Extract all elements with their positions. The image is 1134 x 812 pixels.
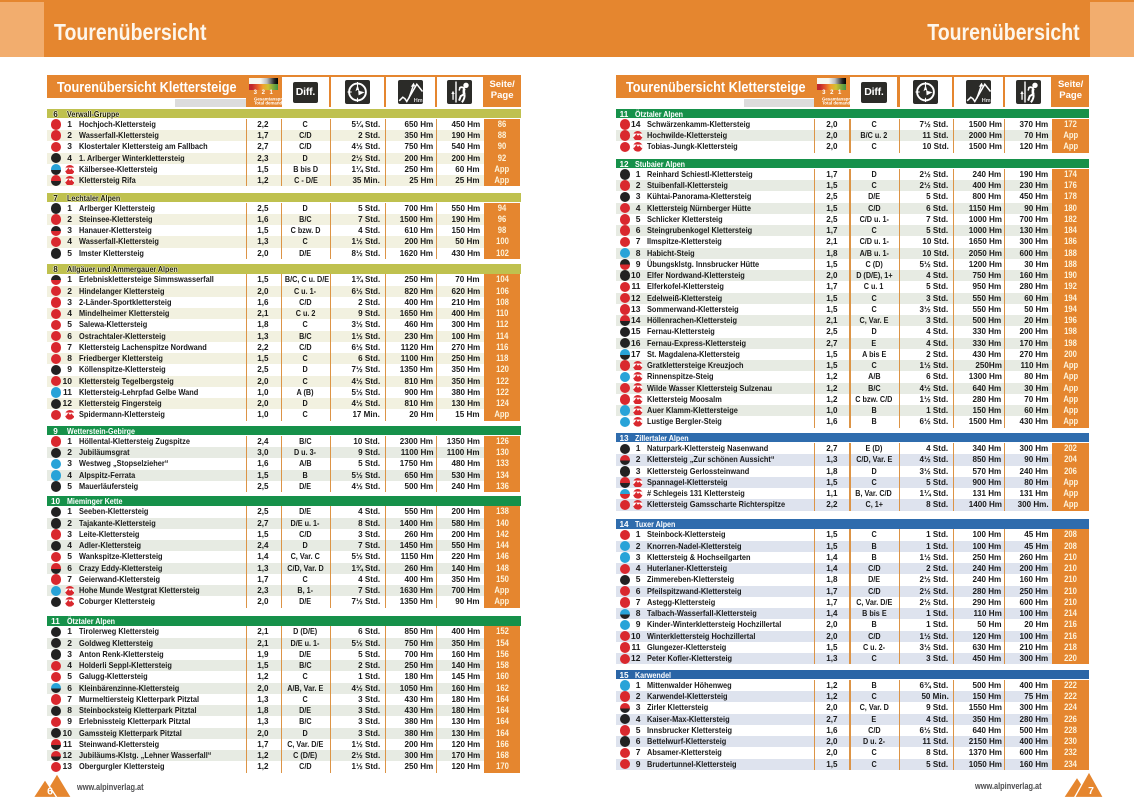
svg-text:7: 7 (1088, 785, 1094, 797)
svg-text:Hm: Hm (413, 98, 422, 104)
svg-text:Hm: Hm (982, 98, 991, 104)
svg-text:6: 6 (47, 786, 53, 798)
